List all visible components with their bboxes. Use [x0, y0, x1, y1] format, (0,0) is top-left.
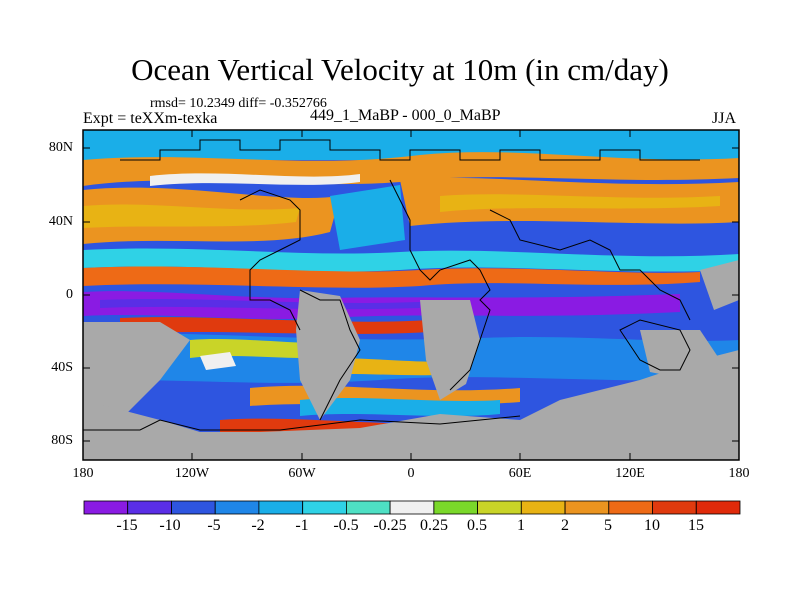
lon-label-0: 0 — [407, 466, 415, 481]
colorbar-swatch — [433, 500, 478, 515]
colorbar-swatch — [83, 500, 129, 515]
figure-title: Ocean Vertical Velocity at 10m (in cm/da… — [131, 52, 669, 87]
difference-label: 449_1_MaBP - 000_0_MaBP — [310, 107, 501, 124]
axis-ticks — [83, 130, 739, 460]
lat-label-0: 0 — [66, 287, 73, 302]
colorbar-label: -10 — [159, 517, 181, 534]
colorbar-swatch — [477, 500, 522, 515]
colorbar-swatch — [214, 500, 260, 515]
north-pacific-core — [83, 204, 300, 228]
colorbar-swatch — [302, 500, 347, 515]
colorbar-swatch — [564, 500, 610, 515]
coastline-outlines — [83, 139, 700, 431]
colorbar-swatch — [127, 500, 172, 515]
lat-label-80s: 80S — [51, 433, 73, 448]
rmsd-diff-stats: rmsd= 10.2349 diff= -0.352766 — [150, 96, 327, 111]
coast-australia — [619, 319, 691, 371]
colorbar-label: -15 — [116, 517, 138, 534]
colorbar-label: 10 — [644, 517, 660, 534]
colorbar-label: 0.25 — [420, 517, 448, 534]
colorbar-swatch — [389, 500, 435, 515]
colorbar-swatch — [171, 500, 216, 515]
coast-north-america — [239, 189, 301, 331]
equatorial-north-band — [83, 248, 739, 272]
colorbar-label: 5 — [604, 517, 612, 534]
lon-label-180w: 180 — [72, 466, 94, 481]
colorbar-swatch — [652, 500, 697, 515]
colorbar-label: 0.5 — [467, 517, 487, 534]
lon-label-180e: 180 — [728, 466, 750, 481]
lon-label-120e: 120E — [615, 466, 645, 481]
north-atlantic-core — [440, 194, 720, 212]
colorbar-label: -0.25 — [373, 517, 407, 534]
lat-label-40n: 40N — [48, 214, 73, 229]
colorbar-label: 2 — [561, 517, 569, 534]
lon-label-60e: 60E — [508, 466, 532, 481]
land-south-america — [296, 290, 360, 420]
colorbar-label: 1 — [517, 517, 525, 534]
colorbar-swatch — [520, 500, 566, 515]
colorbar-swatch — [258, 500, 303, 515]
colorbar-label: -1 — [295, 517, 309, 534]
colorbar-label: -0.5 — [333, 517, 359, 534]
coast-south-america — [299, 289, 361, 421]
lon-label-60w: 60W — [288, 466, 316, 481]
experiment-label: Expt = teXXm-texka — [83, 110, 218, 127]
white-patch-south — [200, 352, 236, 370]
colorbar-label: -5 — [207, 517, 221, 534]
coast-asia — [489, 209, 691, 321]
land-east-pacific-block — [700, 260, 739, 310]
lat-label-40s: 40S — [51, 360, 73, 375]
season-label: JJA — [712, 110, 737, 127]
colorbar-label: -2 — [251, 517, 265, 534]
coast-antarctica — [83, 415, 521, 431]
colorbar-swatch — [345, 500, 391, 515]
lon-label-120w: 120W — [174, 466, 210, 481]
colorbar-swatch — [608, 500, 653, 515]
land-australia — [640, 330, 720, 380]
colorbar-swatch — [695, 500, 741, 515]
land-masses — [83, 260, 739, 460]
coast-arctic — [120, 139, 700, 161]
colorbar — [83, 500, 741, 515]
coast-africa-europe — [389, 179, 491, 391]
land-antarctica — [83, 350, 739, 460]
equatorial-warm-band — [83, 266, 700, 288]
southern-ocean-cool — [300, 398, 500, 416]
map-field — [83, 130, 739, 460]
colorbar-label: 15 — [688, 517, 704, 534]
north-atlantic-upwelling — [330, 185, 405, 250]
lat-label-80n: 80N — [48, 140, 73, 155]
white-streak-north — [150, 173, 360, 186]
